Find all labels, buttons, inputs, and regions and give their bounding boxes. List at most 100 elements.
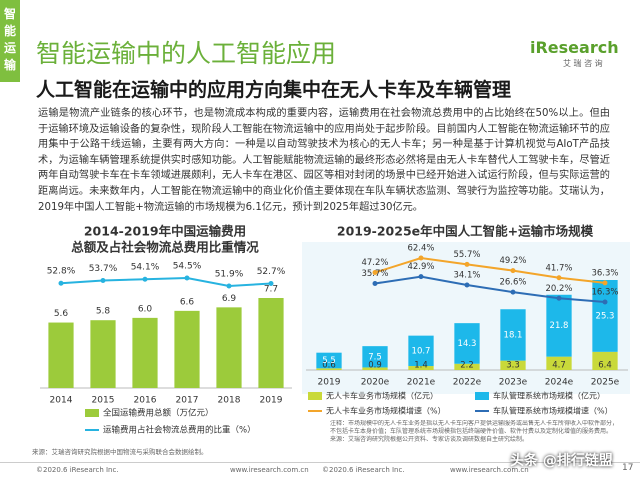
line-label: 16.3% — [591, 288, 618, 298]
legend-label: 全国运输费用总额（万亿元） — [103, 408, 214, 419]
line-label: 47.2% — [361, 258, 388, 268]
legend-label: 车队管理系统市场规模（亿元） — [493, 391, 605, 401]
bar-label: 6.0 — [138, 304, 153, 314]
line-dot — [464, 261, 470, 267]
x-tick-label: 2025e — [591, 378, 620, 388]
chart-right: 2019-2025e年中国人工智能+运输市场规模 0.65.5 2019 0.97.5… — [302, 224, 630, 443]
line-label: 36.3% — [591, 268, 618, 278]
x-tick-label: 2017 — [176, 396, 199, 406]
legend-swatch — [85, 409, 99, 417]
bar-segment — [592, 280, 618, 352]
line-dot — [184, 275, 190, 281]
bar-label: 7.5 — [368, 352, 382, 362]
footer-url: www.iresearch.com.cn — [230, 466, 309, 474]
bar-label: 6.6 — [180, 297, 195, 307]
line-label: 35.7% — [361, 269, 388, 279]
line-dot — [602, 280, 608, 286]
legend-label: 无人卡车业务市场规模（亿元） — [326, 391, 438, 401]
bar-label: 10.7 — [412, 346, 431, 356]
chart-title: 2019-2025e年中国人工智能+运输市场规模 — [337, 224, 594, 239]
line-dot — [418, 255, 424, 261]
logo: iResearch — [530, 38, 619, 57]
bar-segment — [454, 323, 480, 364]
bar-label: 21.8 — [550, 321, 569, 331]
line-label: 52.7% — [257, 267, 286, 277]
line-dot — [372, 270, 378, 276]
bar-segment — [546, 356, 572, 370]
x-tick-label: 2019 — [260, 396, 283, 406]
bar — [216, 307, 242, 388]
bar — [90, 320, 116, 388]
x-tick-label: 2021e — [407, 378, 436, 388]
bar-label: 14.3 — [458, 339, 477, 349]
legend-swatch — [308, 392, 322, 400]
line-dot — [556, 295, 562, 301]
line-dot — [58, 280, 64, 286]
line-dot — [418, 274, 424, 280]
sidebar-text: 智能运输 — [3, 7, 16, 72]
bar-segment — [316, 352, 342, 369]
line-label: 34.1% — [453, 271, 480, 281]
line-dot — [510, 289, 516, 295]
sidebar: 智能运输 — [0, 0, 20, 82]
bar-label: 6.4 — [598, 361, 612, 371]
line-dot — [268, 281, 274, 287]
bar-segment — [546, 294, 572, 357]
source: 来源：艾瑞咨询研究院根据中国物流与采购联合会数据绘制。 — [32, 447, 208, 456]
line-label: 53.7% — [89, 264, 118, 274]
x-tick-label: 2024e — [545, 378, 574, 388]
line-label: 62.4% — [407, 244, 434, 254]
chart-title: 2014-2019年中国运输费用 — [84, 224, 246, 239]
bar-label: 4.7 — [552, 361, 566, 371]
subtitle: 人工智能在运输中的应用方向集中在无人卡车及车辆管理 — [36, 79, 512, 101]
line-label: 20.2% — [545, 284, 572, 294]
bar-label: 5.5 — [322, 356, 336, 366]
line-label: 41.7% — [545, 263, 572, 273]
chart-title: 总额及占社会物流总费用比重情况 — [71, 240, 259, 255]
line-label: 42.9% — [407, 262, 434, 272]
bar — [174, 310, 200, 388]
bar-segment — [408, 335, 434, 367]
bar-label: 18.1 — [504, 330, 523, 340]
logo-sub: 艾 瑞 咨 询 — [563, 59, 603, 68]
line — [374, 275, 606, 303]
bar-label: 0.6 — [322, 361, 336, 371]
bar-label: 25.3 — [596, 311, 615, 321]
line-dot — [142, 276, 148, 282]
line-dot — [510, 268, 516, 274]
note: 注释：市场规模中的无人卡车业务是指以无人卡车向客户提供运输服务或出售无人卡车所得… — [330, 420, 619, 435]
x-tick-label: 2023e — [499, 378, 528, 388]
bar-label: 6.9 — [222, 294, 237, 304]
line-label: 54.5% — [173, 262, 202, 272]
bar-label: 3.3 — [506, 361, 520, 371]
bar-segment — [500, 360, 526, 370]
body-text: 运输是物流产业链条的核心环节，也是物流成本构成的重要内容，运输费用在社会物流总费… — [38, 108, 610, 213]
x-tick-label: 2018 — [218, 396, 241, 406]
footer-rule — [0, 462, 640, 463]
footer-url: www.iresearch.com.cn — [450, 466, 529, 474]
bar-label: 2.2 — [460, 361, 474, 371]
watermark: 头条 @排行链盟 — [510, 453, 613, 469]
x-tick-label: 2014 — [50, 396, 73, 406]
line-dot — [464, 282, 470, 288]
source: 来源：艾瑞咨询研究院根据公开资料、专家访谈及调研数据自主研究绘制。 — [330, 436, 529, 443]
x-tick-label: 2020e — [361, 378, 390, 388]
bar-segment — [454, 363, 480, 370]
line-dot — [372, 280, 378, 286]
line-label: 26.6% — [499, 278, 526, 288]
line-label: 52.8% — [47, 267, 76, 277]
legend-label: 运输费用占社会物流总费用的比重（%） — [103, 425, 256, 436]
footer-copyright: ©2020.6 iResearch Inc. — [36, 466, 119, 474]
bar-label: 1.4 — [414, 361, 428, 371]
bar-segment — [316, 368, 342, 370]
bar-segment — [408, 366, 434, 370]
line-label: 51.9% — [215, 270, 244, 280]
line-dot — [602, 299, 608, 305]
x-tick-label: 2019 — [318, 378, 341, 388]
bar — [258, 298, 284, 388]
bar — [48, 322, 74, 388]
legend-label: 车队管理系统市场规模增速（%） — [493, 406, 613, 416]
bar-segment — [362, 346, 388, 368]
bar-segment — [592, 351, 618, 370]
